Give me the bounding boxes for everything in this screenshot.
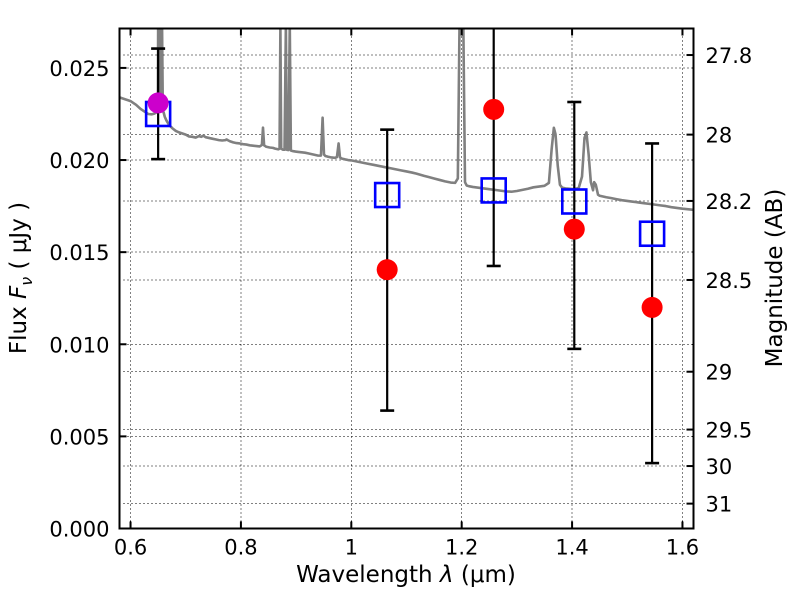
y2-tick-label: 28.2: [706, 190, 753, 214]
x-tick-label: 1.6: [666, 536, 699, 560]
y-axis-title-prefix: Flux: [6, 306, 32, 354]
y-tick-label: 0.005: [49, 425, 109, 449]
y2-tick-label: 29: [706, 361, 733, 385]
y-axis-left-ticks: 0.000 0.005 0.010 0.015 0.020 0.025: [49, 57, 127, 542]
y-tick-label: 0.010: [49, 333, 109, 357]
y-axis-right-ticks: 27.8 28 28.2 28.5 29 29.5 30 31: [686, 44, 753, 517]
y-axis-title-subscript: ν: [17, 277, 36, 286]
y-axis-title-symbol: F: [6, 285, 32, 299]
y-tick-label: 0.020: [49, 149, 109, 173]
y2-tick-label: 28.5: [706, 269, 753, 293]
y2-tick-label: 29.5: [706, 419, 753, 443]
y-axis-right-title: Magnitude (AB): [762, 189, 788, 368]
plot-frame: [118, 27, 695, 530]
y-axis-right-title-text: Magnitude (AB): [762, 189, 788, 368]
y2-tick-label: 27.8: [706, 44, 753, 68]
x-tick-label: 1.4: [555, 536, 588, 560]
grid-lines: [119, 28, 694, 529]
x-axis-ticks: 0.6 0.8 1 1.2 1.4 1.6: [114, 28, 699, 560]
x-tick-label: 1.2: [445, 536, 478, 560]
x-axis-title-word: Wavelength: [296, 562, 432, 588]
y-tick-label: 0.000: [49, 518, 109, 542]
svg-text:Flux Fν ( μJy ): Flux Fν ( μJy ): [6, 202, 36, 354]
y-axis-left-title: Flux Fν ( μJy ): [6, 202, 36, 354]
y-tick-label: 0.025: [49, 57, 109, 81]
y2-tick-label: 31: [706, 493, 733, 517]
x-axis-title-symbol: λ: [438, 562, 454, 588]
y2-tick-label: 28: [706, 124, 733, 148]
observed-photometry-markers: [147, 92, 663, 318]
y2-tick-label: 30: [706, 455, 733, 479]
x-tick-label: 0.8: [224, 536, 257, 560]
y-axis-title-units: ( μJy ): [6, 202, 32, 270]
x-axis-title-units: (μm): [461, 562, 516, 588]
svg-text:Wavelength λ (μm): Wavelength λ (μm): [296, 562, 516, 588]
x-axis-title: Wavelength λ (μm): [296, 562, 516, 588]
model-photometry-markers: [144, 100, 666, 248]
x-tick-label: 1: [345, 536, 358, 560]
y-tick-label: 0.015: [49, 241, 109, 265]
x-tick-label: 0.6: [114, 536, 147, 560]
